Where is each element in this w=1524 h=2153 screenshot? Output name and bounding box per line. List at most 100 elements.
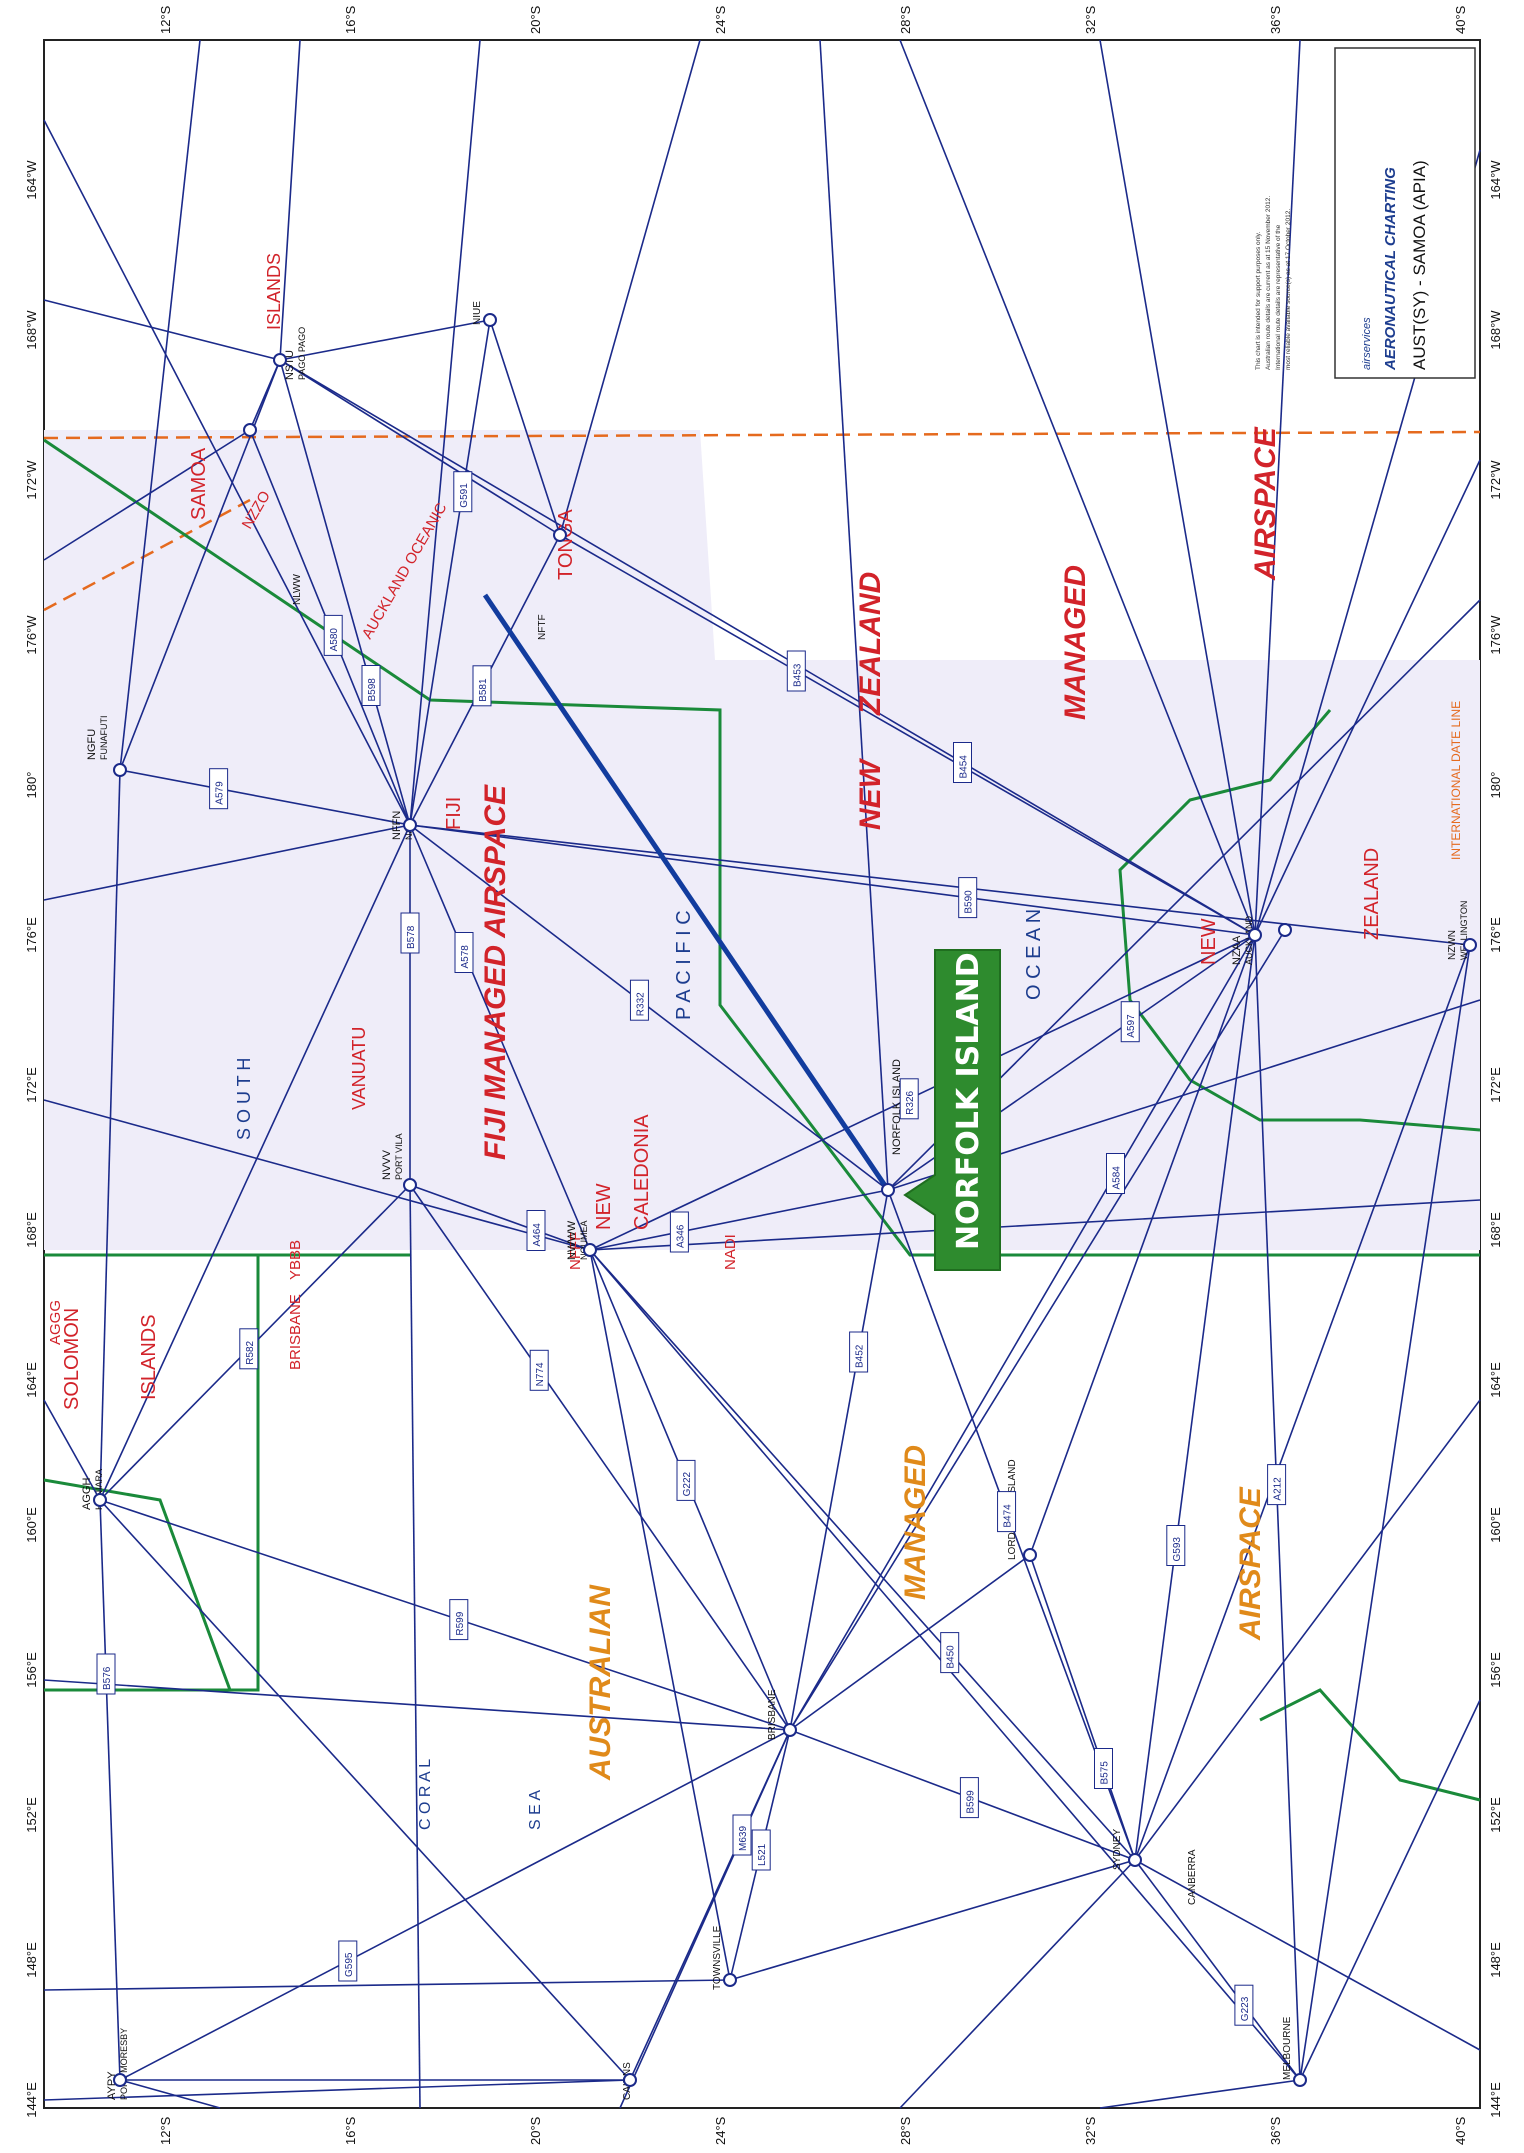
route-segment [409, 1184, 421, 2109]
note-line-1: This chart is intended for support purpo… [1255, 232, 1262, 370]
route-segment [1254, 934, 1301, 2081]
route-segment [559, 534, 1256, 936]
route-label-box [849, 1331, 869, 1373]
sea-label: S E A [527, 1790, 544, 1830]
route-label: B590 [964, 890, 975, 914]
route-segment [409, 824, 1471, 946]
longitude-label-left: 172°W [24, 460, 39, 500]
latitude-label-top: 12°S [158, 5, 173, 34]
highlighted-route [482, 593, 891, 1192]
station-marker [1023, 1548, 1037, 1562]
route-segment [99, 769, 121, 1501]
ybbb-label: YBBB [287, 1240, 304, 1280]
latitude-label-top: 20°S [528, 5, 543, 34]
route-label-box [1120, 1001, 1140, 1043]
route-label: A584 [1112, 1166, 1123, 1190]
route-label-box [669, 1211, 689, 1253]
route-label-box [338, 1940, 358, 1982]
route-segment [789, 1189, 889, 1731]
route-label: R326 [905, 1090, 916, 1114]
new-caledonia-label-2: CALEDONIA [631, 1114, 653, 1230]
route-segment [409, 824, 1256, 936]
auckland-label: AUCKLAND [1244, 915, 1254, 965]
route-segment [789, 934, 1256, 1731]
station-markers [93, 313, 1477, 2087]
route-label-box [629, 979, 649, 1021]
route-label: A597 [1126, 1014, 1137, 1038]
townsville-label: TOWNSVILLE [712, 1925, 723, 1990]
route-label: B598 [367, 678, 378, 702]
route-segment [279, 39, 301, 361]
nwww-label: NWWW [566, 1220, 578, 1260]
route-segment [279, 359, 411, 826]
route-segment [43, 299, 281, 361]
route-label: A212 [1273, 1477, 1284, 1501]
latitude-label-bottom: 20°S [528, 2116, 543, 2145]
route-segment [589, 1199, 1481, 1251]
longitude-label-left: 144°E [24, 2082, 39, 2118]
route-label-box [676, 1459, 696, 1501]
nzaa-label: NZAA [1231, 935, 1243, 965]
route-label-box [361, 665, 381, 706]
route-segment [119, 2079, 221, 2109]
note-line-3: International route details are represen… [1275, 224, 1282, 370]
route-label-box [239, 1328, 259, 1370]
pacific-label: P A C I F I C [673, 910, 695, 1020]
route-designators: A578 R332 B590 B598 A580 A579 B578 B581 G591 A346… [96, 471, 1287, 2026]
longitude-label-left: 160°E [24, 1507, 39, 1543]
route-label: B453 [792, 663, 803, 687]
dateline-bend [43, 498, 251, 612]
route-segment [43, 1979, 731, 1991]
aus-managed-label: MANAGED [899, 1445, 932, 1600]
route-segment [119, 1729, 791, 2081]
route-label-box [958, 877, 978, 919]
nz-managed-label: MANAGED [1059, 565, 1092, 720]
solomon-label: SOLOMON [61, 1308, 83, 1410]
new-label-2: NEW [1198, 918, 1220, 965]
route-label: B581 [478, 678, 489, 702]
canberra-label: CANBERRA [1187, 1849, 1198, 1905]
station-marker [1128, 1853, 1142, 1867]
nfff-label: NFFF [567, 1232, 584, 1270]
route-label: G595 [344, 1952, 355, 1977]
new-caledonia-label-1: NEW [593, 1183, 615, 1230]
route-segment [43, 824, 411, 901]
nlww-label: NLWW [292, 574, 303, 605]
longitude-label-right: 176°E [1488, 917, 1503, 953]
station-marker [623, 2073, 637, 2087]
station-marker [113, 2073, 127, 2087]
route-label: B599 [965, 1790, 976, 1814]
latitude-label-top: 36°S [1268, 5, 1283, 34]
aggg-label: AGGG [47, 1300, 64, 1345]
longitude-label-left: 176°W [24, 615, 39, 655]
nftf-label: NFTF [537, 614, 548, 640]
latitude-label-top: 40°S [1453, 5, 1468, 34]
route-segment [409, 1184, 591, 1251]
route-segment [1254, 39, 1301, 936]
route-label-box [953, 742, 972, 783]
longitude-label-right: 148°E [1488, 1942, 1503, 1978]
station-marker [403, 818, 417, 832]
route-segment [1134, 934, 1256, 1861]
south-label: S O U T H [234, 1058, 254, 1140]
route-segment [99, 1499, 121, 2081]
station-marker [93, 1493, 107, 1507]
longitude-label-left: 180° [24, 772, 39, 799]
route-segment [589, 1189, 889, 1251]
brisbane-city-label: BRISBANE [767, 1689, 778, 1740]
latitude-label-bottom: 24°S [713, 2116, 728, 2145]
route-label-box [209, 768, 229, 810]
route-label-box [526, 1210, 546, 1251]
title-subtitle: AUST(SY) - SAMOA (APIA) [1410, 160, 1429, 370]
longitude-label-right: 164°E [1488, 1362, 1503, 1398]
noumea-label: NOUMEA [579, 1220, 589, 1260]
route-segment [409, 824, 889, 1191]
nvvv-label: NVVV [381, 1149, 393, 1180]
route-label-box [1234, 1984, 1254, 2026]
route-segment [43, 119, 411, 826]
tonga-label: TONGA [555, 509, 577, 580]
ocean-label: O C E A N [1023, 909, 1045, 1000]
route-label-box [529, 1349, 549, 1391]
longitude-label-right: 152°E [1488, 1797, 1503, 1833]
route-segment [789, 929, 1286, 1731]
